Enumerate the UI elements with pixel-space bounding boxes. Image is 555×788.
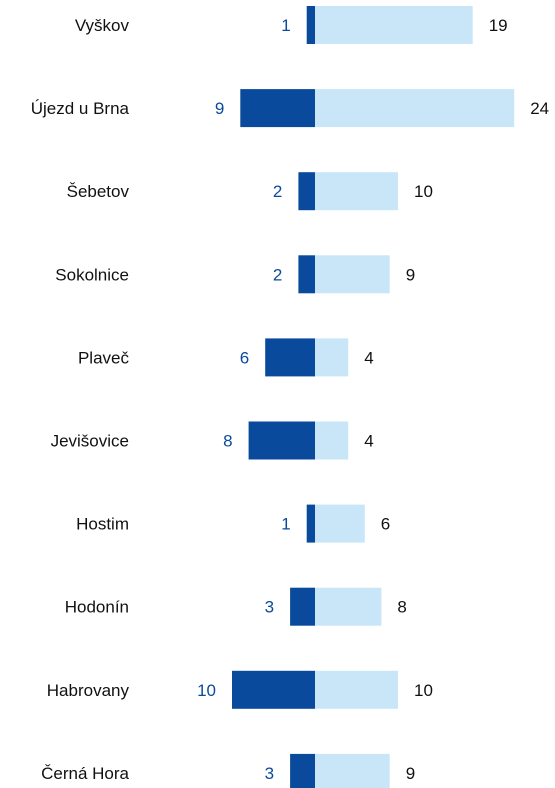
- data-label-right: 9: [406, 764, 415, 783]
- bar-left: [232, 670, 315, 709]
- data-label-left: 2: [273, 265, 282, 284]
- data-label-right: 4: [364, 432, 373, 451]
- data-label-left: 2: [273, 182, 282, 201]
- bar-left: [265, 338, 315, 377]
- bar-left: [248, 421, 315, 460]
- category-label: Sokolnice: [55, 265, 129, 284]
- category-label: Plaveč: [78, 348, 130, 367]
- bar-left: [298, 172, 315, 211]
- bar-right: [315, 753, 390, 788]
- category-label: Újezd u Brna: [31, 99, 130, 118]
- data-label-left: 9: [215, 99, 224, 118]
- data-label-right: 6: [381, 515, 390, 534]
- bar-right: [315, 6, 473, 44]
- data-label-left: 1: [281, 16, 290, 35]
- data-label-right: 10: [414, 182, 433, 201]
- bar-right: [315, 89, 515, 128]
- data-label-right: 19: [489, 16, 508, 35]
- bar-right: [315, 670, 398, 709]
- data-label-left: 3: [265, 598, 274, 617]
- bar-left: [240, 89, 315, 128]
- bar-left: [298, 255, 315, 294]
- category-label: Šebetov: [67, 182, 130, 201]
- data-label-right: 24: [530, 99, 549, 118]
- data-label-right: 10: [414, 681, 433, 700]
- data-label-right: 9: [406, 265, 415, 284]
- bar-right: [315, 338, 349, 377]
- bar-right: [315, 504, 365, 543]
- category-label: Hostim: [76, 515, 129, 534]
- data-label-left: 3: [265, 764, 274, 783]
- data-label-left: 1: [281, 515, 290, 534]
- data-label-right: 8: [397, 598, 406, 617]
- data-label-left: 8: [223, 432, 232, 451]
- bar-right: [315, 421, 349, 460]
- bar-right: [315, 172, 398, 211]
- category-label: Hodonín: [65, 598, 129, 617]
- category-label: Vyškov: [75, 16, 130, 35]
- data-label-left: 10: [197, 681, 216, 700]
- category-label: Habrovany: [47, 681, 130, 700]
- bar-right: [315, 255, 390, 294]
- bar-left: [306, 6, 315, 44]
- bar-right: [315, 587, 382, 626]
- data-label-right: 4: [364, 348, 373, 367]
- bar-left: [306, 504, 315, 543]
- category-label: Černá Hora: [41, 764, 129, 783]
- category-label: Jevišovice: [51, 432, 129, 451]
- bar-left: [290, 753, 315, 788]
- bar-left: [290, 587, 315, 626]
- data-label-left: 6: [240, 348, 249, 367]
